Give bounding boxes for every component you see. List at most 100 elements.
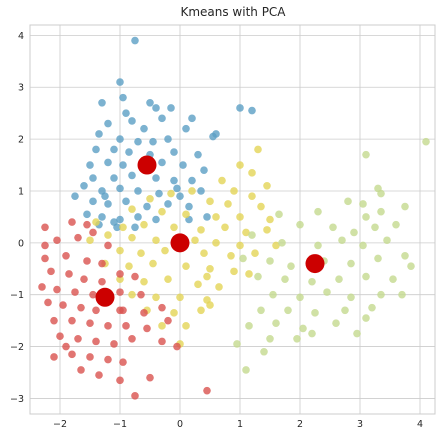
cluster-3-point (56, 332, 64, 341)
cluster-3-point (74, 233, 82, 242)
cluster-0-point (116, 78, 124, 86)
centroid-marker (137, 155, 157, 175)
cluster-0-point (134, 137, 142, 146)
y-tick-label: 3 (18, 83, 24, 94)
cluster-0-point (110, 145, 118, 154)
cluster-0-point (143, 202, 151, 211)
cluster-2-point (335, 275, 343, 283)
cluster-2-point (239, 254, 247, 263)
cluster-2-point (362, 213, 370, 221)
cluster-0-point (176, 192, 184, 200)
cluster-2-point (368, 303, 376, 312)
cluster-2-point (269, 290, 277, 299)
cluster-0-point (122, 109, 130, 117)
cluster-1-point (263, 226, 271, 234)
cluster-1-point (182, 262, 190, 270)
cluster-3-point (203, 386, 211, 395)
cluster-1-point (152, 293, 160, 302)
x-tick-label: 4 (417, 419, 423, 430)
cluster-3-point (116, 376, 124, 385)
cluster-2-point (260, 347, 268, 356)
cluster-1-point (170, 309, 178, 317)
cluster-2-point (359, 200, 367, 208)
cluster-0-point (116, 135, 124, 143)
cluster-3-point (68, 218, 76, 226)
cluster-1-point (251, 249, 259, 258)
cluster-3-point (62, 342, 70, 351)
cluster-3-point (116, 288, 124, 296)
cluster-3-point (104, 241, 112, 250)
cluster-0-point (104, 158, 112, 167)
cluster-0-point (119, 161, 127, 169)
cluster-3-point (50, 316, 58, 325)
cluster-1-point (140, 220, 148, 229)
x-tick-label: 2 (297, 419, 303, 430)
cluster-1-point (230, 267, 238, 276)
cluster-3-point (131, 392, 139, 400)
cluster-1-point (158, 322, 166, 330)
cluster-0-point (149, 137, 157, 146)
cluster-1-point (257, 202, 265, 211)
cluster-1-point (266, 215, 274, 224)
cluster-1-point (116, 246, 124, 255)
cluster-0-point (203, 213, 211, 221)
cluster-0-point (131, 223, 139, 232)
cluster-3-point (89, 228, 97, 237)
cluster-3-point (71, 288, 79, 296)
cluster-1-point (170, 223, 178, 232)
cluster-3-point (89, 290, 97, 299)
cluster-0-point (116, 184, 124, 193)
cluster-3-point (53, 285, 61, 294)
cluster-3-point (77, 303, 85, 312)
cluster-3-point (158, 303, 166, 312)
cluster-0-point (98, 99, 106, 107)
cluster-1-point (146, 194, 154, 203)
cluster-1-point (242, 228, 250, 237)
cluster-3-point (110, 340, 118, 348)
cluster-0-point (152, 215, 160, 224)
cluster-2-point (347, 259, 355, 268)
cluster-3-point (137, 290, 145, 299)
cluster-0-point (152, 104, 160, 112)
cluster-0-point (86, 161, 94, 169)
cluster-3-point (47, 267, 55, 276)
cluster-1-point (206, 197, 214, 206)
cluster-1-point (191, 236, 199, 245)
cluster-0-point (128, 117, 136, 125)
cluster-2-point (293, 334, 301, 343)
cluster-1-point (86, 236, 94, 245)
cluster-1-point (161, 246, 169, 255)
cluster-2-point (383, 236, 391, 245)
cluster-0-point (200, 166, 208, 175)
cluster-2-point (314, 207, 322, 216)
cluster-0-point (116, 215, 124, 224)
cluster-0-point (125, 148, 133, 156)
centroid-markers (95, 155, 325, 307)
cluster-1-point (230, 187, 238, 195)
cluster-0-point (92, 145, 100, 154)
cluster-1-point (92, 218, 100, 226)
cluster-3-point (104, 355, 112, 364)
cluster-0-point (101, 192, 109, 200)
y-tick-label: 2 (18, 135, 24, 146)
cluster-3-point (41, 241, 49, 250)
cluster-2-point (359, 241, 367, 250)
cluster-2-point (401, 252, 409, 260)
cluster-1-point (128, 290, 136, 299)
cluster-0-point (188, 114, 196, 123)
cluster-2-point (266, 334, 274, 343)
cluster-1-point (224, 200, 232, 208)
cluster-3-point (83, 257, 91, 265)
cluster-0-point (158, 114, 166, 123)
cluster-0-point (83, 210, 91, 219)
cluster-3-point (77, 366, 85, 374)
scatter-points (38, 36, 430, 400)
cluster-2-point (248, 231, 256, 239)
cluster-0-point (152, 174, 160, 182)
cluster-1-point (221, 223, 229, 232)
cluster-0-point (236, 104, 244, 112)
cluster-3-point (86, 319, 94, 328)
centroid-marker (95, 287, 115, 307)
cluster-3-point (164, 316, 172, 325)
cluster-3-point (173, 342, 181, 351)
